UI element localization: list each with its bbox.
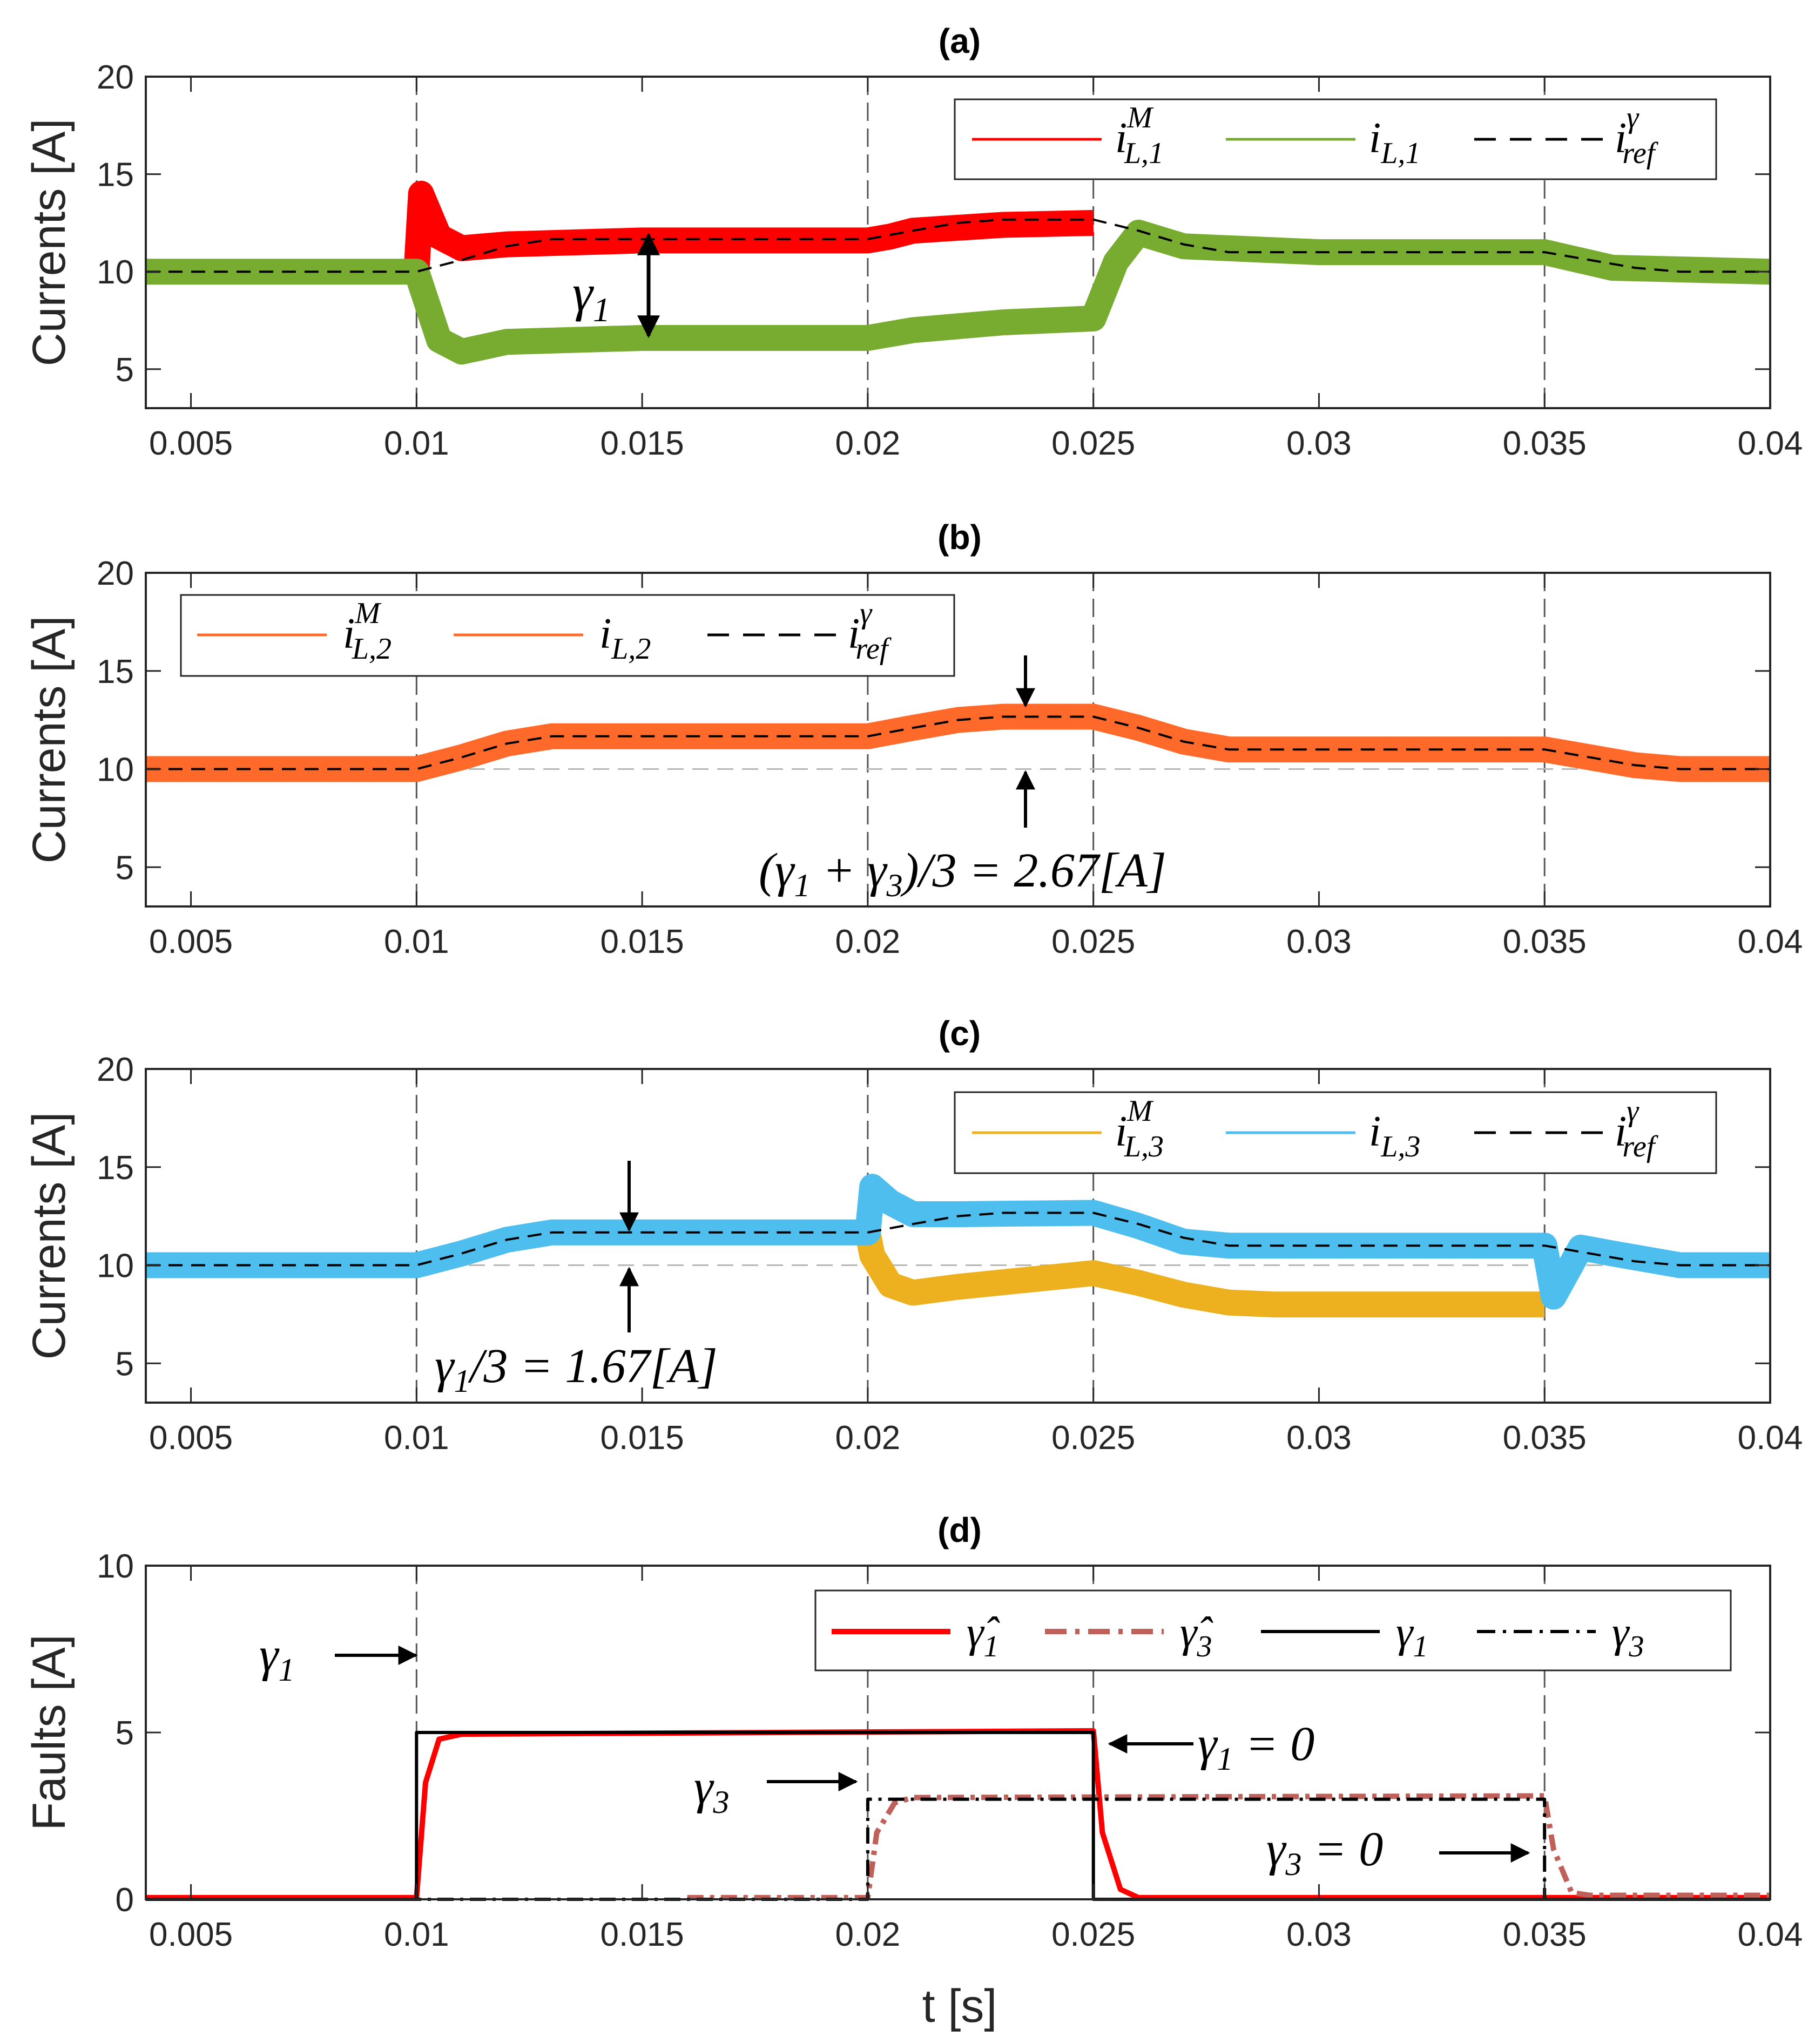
y-tick-label: 10 xyxy=(97,1248,134,1285)
x-tick-label: 0.04 xyxy=(1738,1916,1803,1953)
y-tick-label: 15 xyxy=(97,653,134,691)
panel-d-gamma1-label: γ1 xyxy=(259,1628,294,1688)
series-line xyxy=(146,1211,1770,1267)
panel-b-title: (b) xyxy=(937,518,982,557)
y-tick-label: 20 xyxy=(97,1051,134,1088)
panel-b-axes-box xyxy=(145,572,1771,908)
x-tick-label: 0.02 xyxy=(835,425,901,462)
series-line xyxy=(687,1793,1770,1900)
series-line xyxy=(146,703,1770,782)
series-line xyxy=(146,219,1771,365)
legend-label: γ1 xyxy=(1396,1609,1428,1663)
x-tick-label: 0.005 xyxy=(149,1419,233,1457)
y-tick-label: 5 xyxy=(116,1345,134,1383)
panel-d-gamma3-label: γ3 xyxy=(694,1761,729,1820)
y-tick-label: 5 xyxy=(116,849,134,886)
panel-c: (c) 0.005 0.01 0.015 0.02 0.025 0.03 0.035 0.04… xyxy=(23,1014,1803,1457)
panel-a-title: (a) xyxy=(939,22,981,60)
y-tick-label: 15 xyxy=(97,1149,134,1187)
x-tick-label: 0.025 xyxy=(1051,1419,1135,1457)
x-tick-label: 0.03 xyxy=(1286,923,1352,960)
panel-c-axes-box xyxy=(145,1068,1771,1404)
y-tick-label: 5 xyxy=(116,1715,134,1752)
y-tick-label: 15 xyxy=(97,157,134,194)
x-tick-label: 0.01 xyxy=(384,923,449,960)
panel-d-ticks: 0.005 0.01 0.015 0.02 0.025 0.03 0.035 0.04 0 5 10 xyxy=(97,1548,1803,1953)
x-tick-label: 0.025 xyxy=(1051,1916,1135,1953)
x-tick-label: 0.015 xyxy=(600,1916,684,1953)
y-tick-label: 0 xyxy=(116,1881,134,1919)
panel-d-series xyxy=(146,1728,1770,1901)
x-tick-label: 0.035 xyxy=(1503,425,1587,462)
series-line xyxy=(146,1728,1770,1900)
x-tick-label: 0.02 xyxy=(835,1916,901,1953)
panel-a-gamma1-label: γ1 xyxy=(572,264,610,329)
panel-c-ylabel: Currents [A] xyxy=(23,1112,75,1360)
x-tick-label: 0.04 xyxy=(1738,923,1803,960)
series-line xyxy=(403,180,1094,273)
panel-d-legend: γ̂1 γ̂3 γ1 γ3 xyxy=(814,1589,1732,1671)
panel-d-title: (d) xyxy=(937,1511,982,1549)
panel-b-ticks: 0.005 0.01 0.015 0.02 0.025 0.03 0.035 0.04 5 10 1… xyxy=(97,555,1803,960)
panel-a-ticks: 0.005 0.01 0.015 0.02 0.025 0.03 0.035 0.04 5 10 1… xyxy=(97,59,1803,462)
x-tick-label: 0.02 xyxy=(835,1419,901,1457)
x-tick-label: 0.01 xyxy=(384,1419,449,1457)
x-tick-label: 0.035 xyxy=(1503,1419,1587,1457)
x-tick-label: 0.025 xyxy=(1051,425,1135,462)
series-line xyxy=(146,218,1770,273)
y-tick-label: 10 xyxy=(97,752,134,789)
x-tick-label: 0.015 xyxy=(600,425,684,462)
panel-d-gamma3-zero-label: γ3 = 0 xyxy=(1266,1823,1383,1882)
panel-a-axes-box xyxy=(145,76,1771,409)
x-tick-label: 0.04 xyxy=(1738,425,1803,462)
panel-a-legend: iM L,1 iL,1 iγ ref xyxy=(954,98,1717,180)
panel-b-series xyxy=(146,703,1770,782)
y-tick-label: 10 xyxy=(97,254,134,291)
x-tick-label: 0.005 xyxy=(149,425,233,462)
x-tick-label: 0.01 xyxy=(384,1916,449,1953)
panel-a-ylabel: Currents [A] xyxy=(23,119,75,367)
panel-d: (d) 0.005 0.01 0.015 0.02 0.025 0.03 0.035 0.04… xyxy=(23,1511,1803,2032)
series-line xyxy=(146,1797,1770,1901)
panel-c-title: (c) xyxy=(939,1014,981,1053)
x-tick-label: 0.02 xyxy=(835,923,901,960)
panel-c-legend: iM L,3 iL,3 iγ ref xyxy=(954,1091,1717,1174)
panel-d-ylabel: Faults [A] xyxy=(23,1634,75,1830)
panel-b-annotation: (γ1 + γ3)/3 = 2.67[A] xyxy=(759,844,1166,903)
panel-d-xlabel: t [s] xyxy=(922,1980,997,2032)
x-tick-label: 0.025 xyxy=(1051,923,1135,960)
panel-b-ylabel: Currents [A] xyxy=(23,616,75,864)
series-line xyxy=(855,1230,1545,1318)
panel-c-annotation: γ1/3 = 1.67[A] xyxy=(435,1339,718,1399)
x-tick-label: 0.03 xyxy=(1286,425,1352,462)
y-tick-label: 10 xyxy=(97,1548,134,1585)
x-tick-label: 0.04 xyxy=(1738,1419,1803,1457)
x-tick-label: 0.03 xyxy=(1286,1419,1352,1457)
series-line xyxy=(146,715,1770,770)
series-line xyxy=(146,1731,1770,1901)
x-tick-label: 0.015 xyxy=(600,1419,684,1457)
panel-b-legend: iM L,2 iL,2 iγ ref xyxy=(180,594,955,677)
panel-c-ticks: 0.005 0.01 0.015 0.02 0.025 0.03 0.035 0.04 5 10 1… xyxy=(97,1051,1803,1457)
x-tick-label: 0.005 xyxy=(149,1916,233,1953)
panel-a-series xyxy=(146,180,1771,365)
x-tick-label: 0.015 xyxy=(600,923,684,960)
y-tick-label: 5 xyxy=(116,351,134,389)
x-tick-label: 0.035 xyxy=(1503,1916,1587,1953)
x-tick-label: 0.005 xyxy=(149,923,233,960)
x-tick-label: 0.035 xyxy=(1503,923,1587,960)
x-tick-label: 0.03 xyxy=(1286,1916,1352,1953)
x-tick-label: 0.01 xyxy=(384,425,449,462)
panel-b: (b) 0.005 0.01 0.015 0.02 0.025 0.03 0.035 0.04… xyxy=(23,518,1803,960)
panel-a: (a) 0.005 0.01 0.015 0.02 0.025 0.03 0.035 0.04… xyxy=(23,22,1803,462)
panel-c-series xyxy=(146,1174,1770,1318)
panel-d-gamma1-zero-label: γ1 = 0 xyxy=(1198,1717,1314,1777)
y-tick-label: 20 xyxy=(97,555,134,592)
y-tick-label: 20 xyxy=(97,59,134,96)
